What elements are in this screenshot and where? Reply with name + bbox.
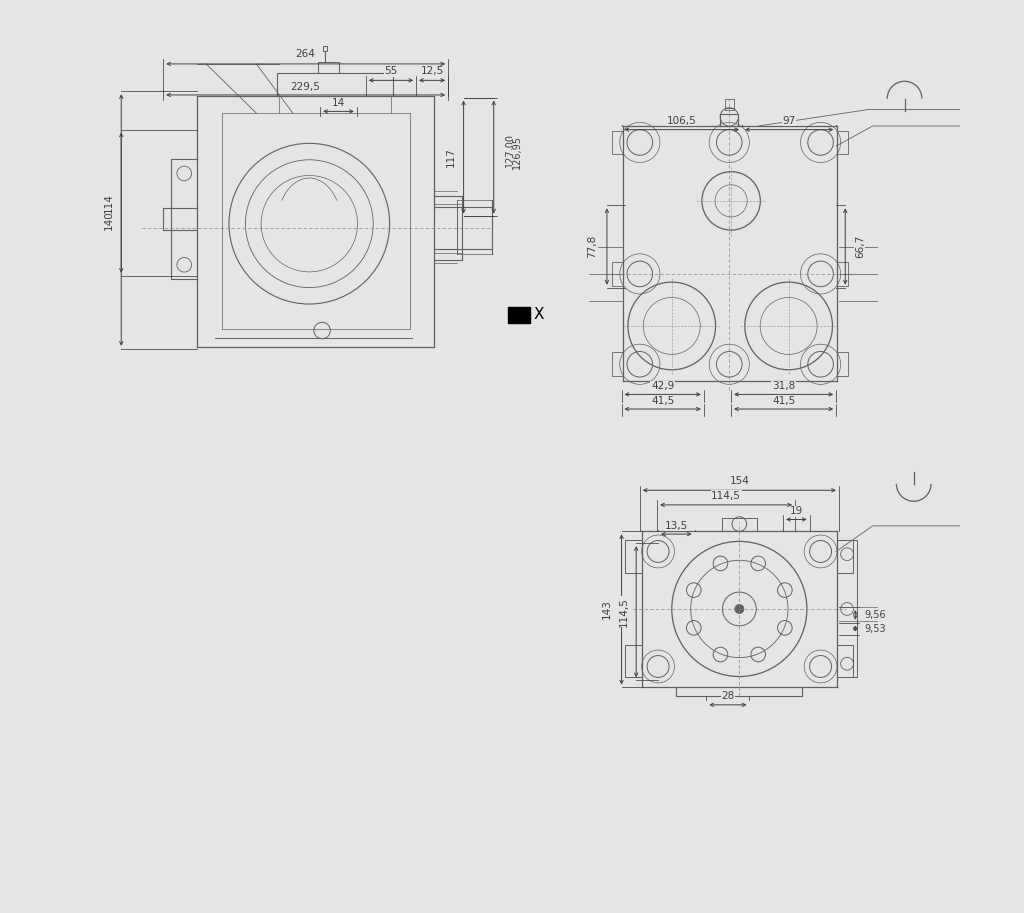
Text: 41,5: 41,5 bbox=[772, 396, 796, 405]
Text: 114,5: 114,5 bbox=[711, 491, 741, 500]
Text: 13,5: 13,5 bbox=[665, 521, 688, 530]
Text: 9,56: 9,56 bbox=[864, 610, 886, 620]
Text: 154: 154 bbox=[729, 477, 750, 486]
Text: 28: 28 bbox=[721, 691, 734, 700]
Text: 31,8: 31,8 bbox=[772, 382, 796, 391]
Text: 229,5: 229,5 bbox=[291, 82, 321, 91]
Text: 42,9: 42,9 bbox=[651, 382, 674, 391]
Text: 66,7: 66,7 bbox=[855, 235, 865, 258]
Text: 127,00: 127,00 bbox=[505, 132, 515, 167]
Text: 114,5: 114,5 bbox=[618, 597, 629, 626]
Text: 140: 140 bbox=[103, 210, 114, 230]
Text: 77,8: 77,8 bbox=[588, 235, 597, 258]
Bar bbox=[612, 131, 624, 154]
Bar bbox=[837, 262, 848, 286]
Bar bbox=[612, 352, 624, 376]
Text: 19: 19 bbox=[790, 507, 803, 516]
Bar bbox=[837, 352, 848, 376]
Bar bbox=[612, 262, 624, 286]
Bar bbox=[626, 540, 642, 573]
Circle shape bbox=[735, 604, 743, 614]
Text: 106,5: 106,5 bbox=[667, 116, 696, 125]
Text: 117: 117 bbox=[445, 147, 456, 167]
Text: 12,5: 12,5 bbox=[421, 67, 443, 76]
Text: 9,53: 9,53 bbox=[864, 624, 886, 634]
Text: 114: 114 bbox=[103, 193, 114, 213]
Bar bbox=[626, 645, 642, 677]
Bar bbox=[837, 131, 848, 154]
Bar bbox=[837, 645, 853, 677]
Text: 41,5: 41,5 bbox=[651, 396, 674, 405]
Bar bbox=[837, 540, 853, 573]
Text: 97: 97 bbox=[782, 116, 796, 125]
Text: 143: 143 bbox=[602, 600, 612, 619]
Text: 126,95: 126,95 bbox=[512, 134, 522, 169]
Text: X: X bbox=[534, 308, 545, 322]
Text: 55: 55 bbox=[384, 67, 397, 76]
Text: 14: 14 bbox=[332, 99, 345, 108]
Text: 264: 264 bbox=[296, 49, 315, 58]
